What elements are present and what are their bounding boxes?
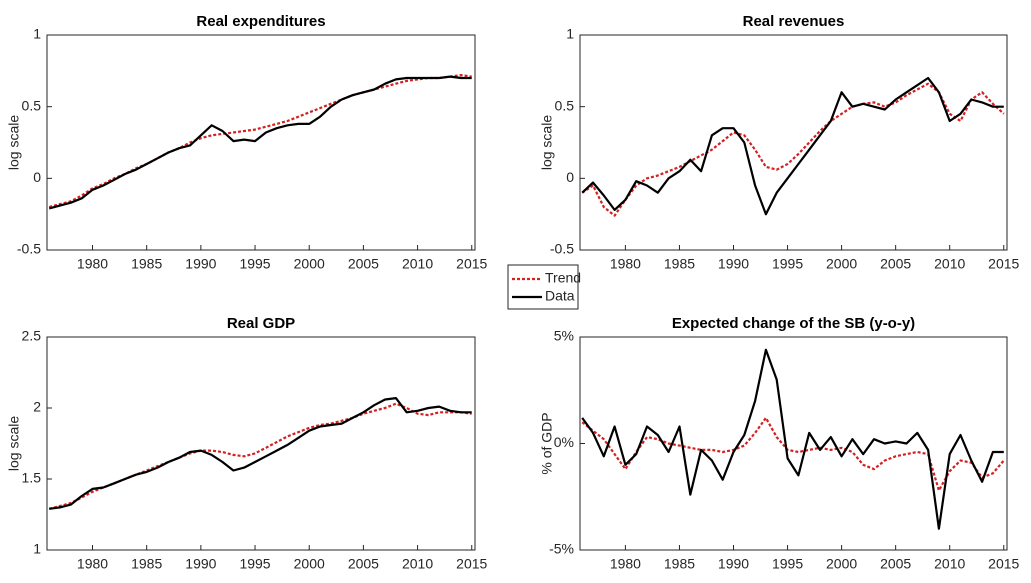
x-tick-label: 1985	[131, 256, 162, 272]
chart-title: Real expenditures	[196, 13, 325, 30]
x-tick-label: 1990	[718, 256, 749, 272]
y-axis-label: log scale	[6, 115, 22, 170]
y-tick-label: -5%	[549, 541, 574, 557]
chart-title: Real GDP	[227, 315, 295, 332]
x-tick-label: 2005	[348, 256, 379, 272]
x-tick-label: 2005	[880, 256, 911, 272]
legend-label: Trend	[545, 270, 581, 286]
subplot: Expected change of the SB (y-o-y) % of GD…	[539, 315, 1020, 572]
y-axis-label: % of GDP	[539, 412, 555, 474]
y-tick-label: -0.5	[550, 241, 574, 257]
legend-label: Data	[545, 288, 575, 304]
x-tick-label: 1985	[664, 556, 695, 572]
y-tick-label: 0%	[554, 434, 574, 450]
y-tick-label: 0.5	[22, 97, 42, 113]
subplot: Real revenues log scale -0.5 0 0.5 1 1980 1985 1…	[539, 13, 1020, 272]
y-tick-label: 2.5	[22, 328, 42, 344]
x-tick-label: 2010	[402, 556, 433, 572]
series-line	[581, 416, 1005, 492]
y-axis-label: log scale	[539, 115, 555, 170]
y-tick-label: 1	[33, 541, 41, 557]
series-line	[581, 82, 1005, 217]
legend: Trend Data	[507, 264, 581, 310]
x-tick-label: 1990	[185, 256, 216, 272]
x-tick-label: 2005	[348, 556, 379, 572]
x-tick-label: 1985	[131, 556, 162, 572]
x-tick-label: 1990	[185, 556, 216, 572]
plot-area	[46, 336, 476, 551]
chart-title: Real revenues	[743, 13, 845, 30]
subplot: Real expenditures log scale -0.5 0 0.5 1 1980 1…	[6, 13, 488, 272]
x-tick-label: 2005	[880, 556, 911, 572]
x-tick-label: 1995	[239, 256, 270, 272]
x-tick-label: 2015	[456, 556, 487, 572]
y-tick-label: 0	[33, 169, 41, 185]
x-tick-label: 2015	[456, 256, 487, 272]
x-tick-label: 2000	[294, 556, 325, 572]
legend-box	[507, 264, 579, 310]
subplot: Real GDP log scale 1 1.5 2 2.5 1980 1985 1990 199…	[6, 315, 488, 572]
y-tick-label: 5%	[554, 328, 574, 344]
chart-title: Expected change of the SB (y-o-y)	[672, 315, 915, 332]
x-tick-label: 2000	[826, 256, 857, 272]
x-tick-label: 2010	[402, 256, 433, 272]
x-tick-label: 1995	[772, 556, 803, 572]
y-tick-label: -0.5	[17, 241, 41, 257]
x-tick-label: 1995	[239, 556, 270, 572]
x-tick-label: 1995	[772, 256, 803, 272]
series-line	[581, 348, 1004, 530]
x-tick-label: 2010	[934, 256, 965, 272]
x-tick-label: 2015	[988, 256, 1019, 272]
x-tick-label: 2010	[934, 556, 965, 572]
series-line	[48, 75, 472, 210]
y-tick-label: 0.5	[555, 97, 575, 113]
plot-area	[579, 336, 1008, 551]
x-tick-label: 1990	[718, 556, 749, 572]
y-tick-label: 1	[566, 26, 574, 42]
y-tick-label: 1	[33, 26, 41, 42]
x-tick-label: 1985	[664, 256, 695, 272]
x-tick-label: 2000	[826, 556, 857, 572]
y-tick-label: 1.5	[22, 470, 42, 486]
x-tick-label: 2015	[988, 556, 1019, 572]
x-tick-label: 1980	[610, 256, 641, 272]
plot-area	[579, 34, 1008, 251]
y-tick-label: 2	[33, 399, 41, 415]
x-tick-label: 1980	[610, 556, 641, 572]
series-line	[581, 76, 1004, 216]
plot-area	[46, 34, 476, 251]
x-tick-label: 1980	[77, 556, 108, 572]
y-tick-label: 0	[566, 169, 574, 185]
x-tick-label: 1980	[77, 256, 108, 272]
x-tick-label: 2000	[294, 256, 325, 272]
y-axis-label: log scale	[6, 416, 22, 471]
series-line	[49, 397, 472, 510]
